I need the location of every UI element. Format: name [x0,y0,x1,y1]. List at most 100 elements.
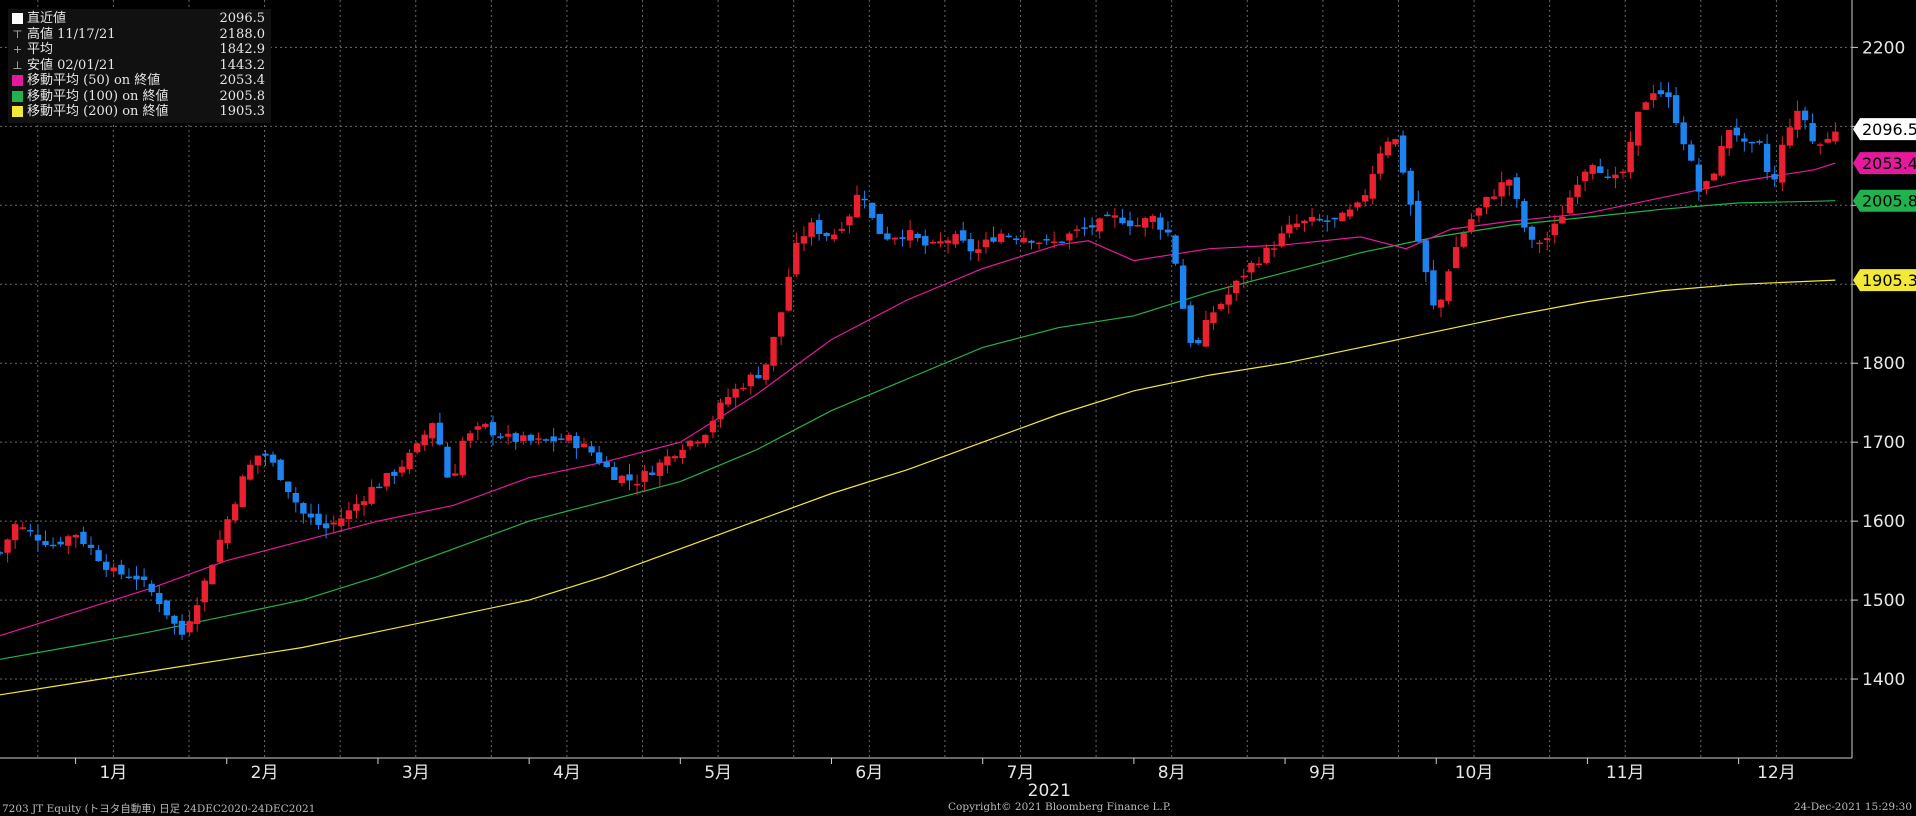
candle-body [1452,247,1460,269]
value-tag [1853,269,1916,292]
chart-grid [0,0,1852,758]
candle-body [770,336,777,366]
candle-body [1179,265,1187,309]
legend-marker-icon: ⊤ [12,27,23,41]
candle-body [1543,238,1551,241]
candle-body [990,237,997,242]
candle-body [1126,220,1134,227]
candle-body [1430,270,1437,306]
value-tag [1853,189,1916,212]
candle-body [967,239,974,252]
candle-body [1475,208,1483,216]
candle-body [156,592,163,605]
candle-body [664,456,671,466]
candle-body [717,402,724,420]
legend-value: 1905.3 [219,104,266,120]
candle-body [57,541,64,545]
candle-body [413,443,421,453]
candle-body [193,605,201,624]
candle-body [1324,220,1331,222]
candle-body [1157,217,1164,230]
candle-body [0,552,4,554]
chart-legend: 直近値 2096.5 ⊤ 高値 11/17/21 2188.0 + 平均 1842.9 ⊥ 安値 … [8,9,271,123]
candle-body [1490,196,1498,199]
candle-body [307,513,315,518]
candle-body [322,523,330,529]
candle-body [262,453,269,456]
candle-body [565,434,573,441]
candle-body [1172,235,1179,264]
candle-body [1574,184,1581,197]
candle-body [102,561,110,570]
candle-body [1763,143,1771,173]
legend-row: ⊤ 高値 11/17/21 2188.0 [12,27,265,43]
candle-body [1202,319,1210,347]
x-month-label: 7月 [1007,763,1035,783]
candle-body [671,456,679,459]
candle-body [724,397,732,405]
candle-body [4,539,11,553]
candle-body [512,433,519,442]
candle-body [1460,233,1467,247]
candle-body [1339,212,1346,222]
candle-body [1506,179,1513,186]
candle-body [148,583,155,593]
candle-body [1066,233,1073,241]
candle-body [80,531,87,545]
candle-body [1195,339,1202,344]
legend-value: 2005.8 [219,88,266,104]
candle-body [633,483,641,486]
ma100-line [0,200,1836,660]
legend-swatch [12,75,23,87]
candle-body [1149,216,1156,223]
candle-body [542,439,550,441]
candle-body [1361,195,1369,202]
candle-body [239,476,246,508]
candle-body [353,504,360,511]
candle-body [1642,102,1649,110]
legend-row: 移動平均 (200) on 終値 1905.3 [12,104,265,120]
candle-body [1688,144,1695,161]
candle-body [686,440,694,447]
candle-body [72,534,80,538]
x-month-label: 1月 [99,763,127,783]
candle-body [815,220,823,235]
ma200-line [0,279,1836,696]
legend-row: 直近値 2096.5 [12,11,265,27]
candle-body [1051,241,1058,243]
candle-body [1756,141,1763,143]
candle-body [42,541,49,546]
candle-body [891,237,899,240]
candle-body [1733,127,1740,136]
candle-body [1559,216,1566,224]
candle-body [527,434,535,441]
candle-body [376,486,383,489]
candle-body [1521,201,1528,228]
candle-body [580,443,588,448]
candle-body [1187,305,1194,343]
candle-body [474,426,482,430]
candle-body [1672,95,1680,124]
candle-body [1536,242,1543,245]
candle-body [1217,304,1225,310]
candle-body [1278,233,1285,247]
candle-body [1399,135,1407,173]
candle-body [497,436,504,438]
candle-body [702,434,709,443]
legend-swatch [12,13,23,25]
candle-body [709,420,717,433]
candle-body [118,564,125,575]
y-tick-label: 1500 [1862,591,1905,611]
candle-body [398,466,406,473]
candle-body [1581,171,1589,182]
legend-marker-icon: ⊥ [12,58,23,72]
candle-body [868,202,876,218]
candle-body [1619,171,1627,174]
candle-body [1437,299,1445,308]
legend-label: 直近値 [27,11,67,27]
candle-body [1210,312,1217,324]
candle-body [1088,225,1096,228]
candle-body [1142,218,1149,228]
candle-body [383,473,390,487]
footer-timestamp: 24-Dec-2021 15:29:30 [1793,801,1912,813]
